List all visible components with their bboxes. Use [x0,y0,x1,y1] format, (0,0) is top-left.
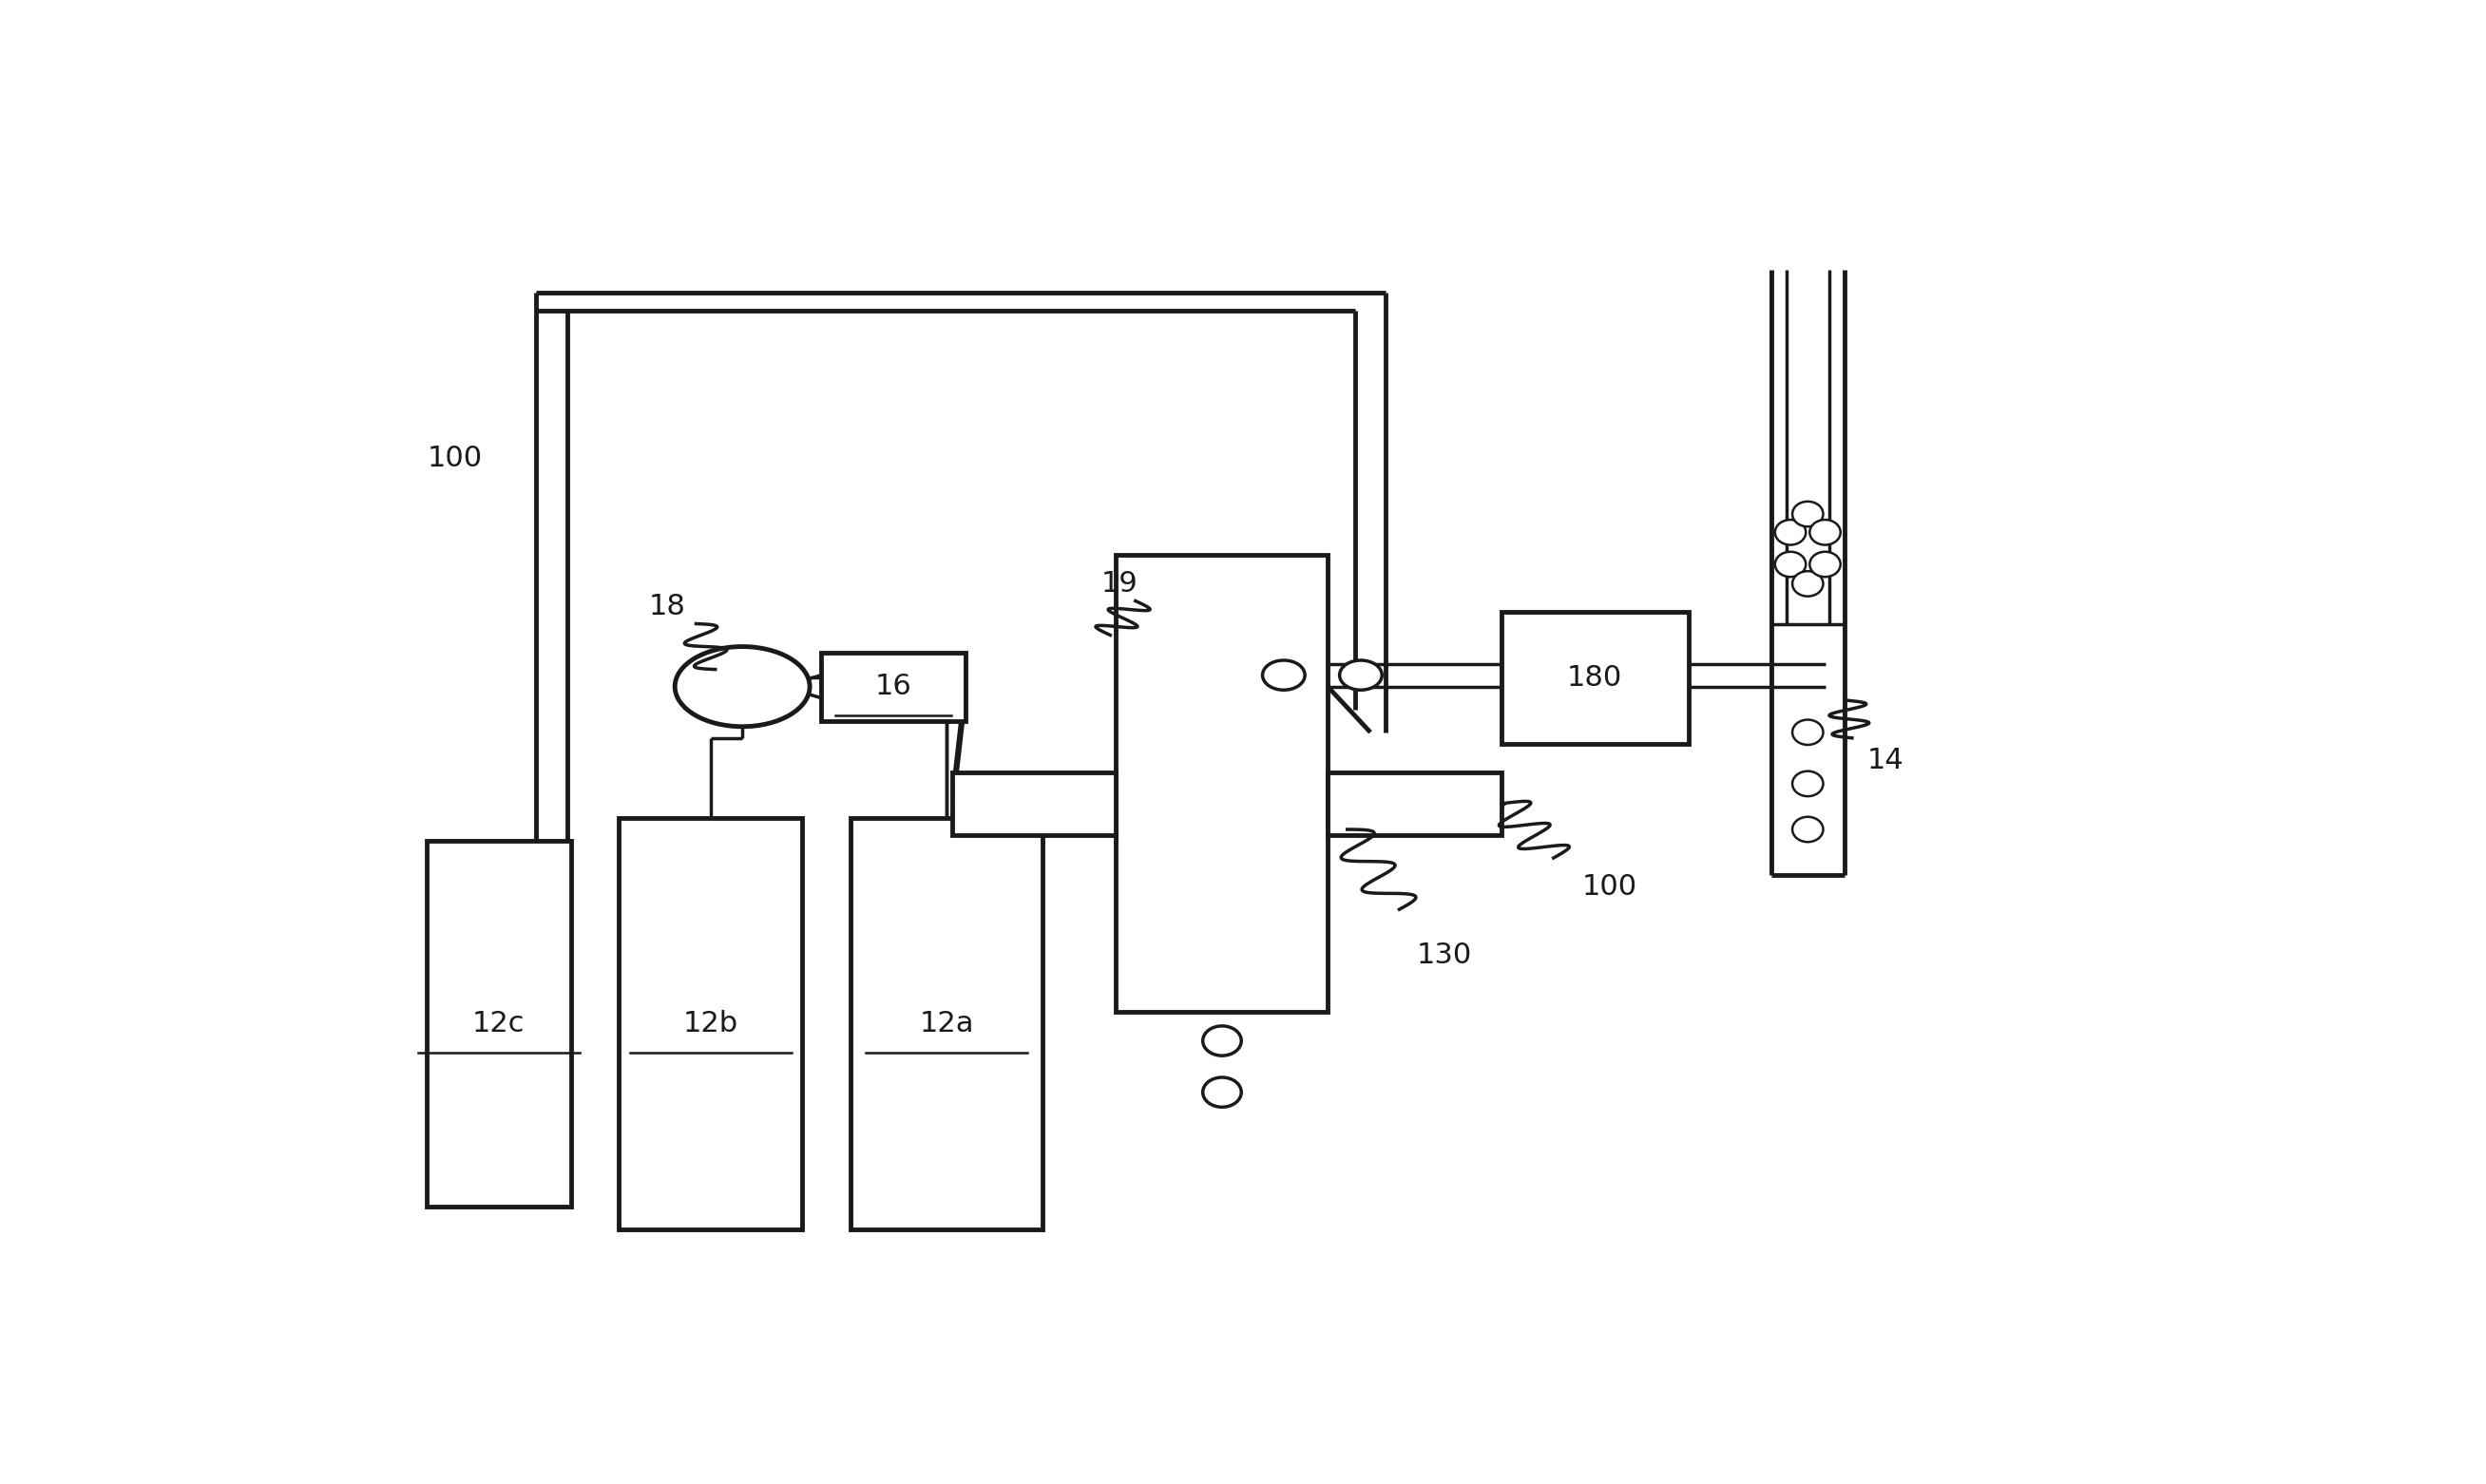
Ellipse shape [1792,816,1822,841]
Bar [428,841,572,1206]
Text: 130: 130 [1417,941,1472,969]
Ellipse shape [1792,772,1822,797]
Text: 12c: 12c [472,1011,525,1037]
Ellipse shape [1263,660,1305,690]
Bar [820,653,967,721]
Bar [1116,555,1328,1012]
Circle shape [674,647,810,727]
Ellipse shape [1810,552,1840,577]
Ellipse shape [1340,660,1382,690]
Bar [1502,613,1688,743]
Text: 14: 14 [1867,746,1904,775]
Text: 100: 100 [428,444,482,472]
Ellipse shape [1775,552,1805,577]
Text: 16: 16 [875,672,912,700]
Text: 100: 100 [1584,873,1638,901]
Ellipse shape [1203,1077,1241,1107]
Text: 19: 19 [1101,570,1139,598]
Text: 12b: 12b [684,1011,738,1037]
Ellipse shape [1810,519,1840,545]
Ellipse shape [1775,519,1805,545]
Ellipse shape [1203,1025,1241,1055]
Bar [952,772,1116,835]
Text: 18: 18 [649,592,686,620]
Text: 180: 180 [1566,665,1623,692]
Text: 12a: 12a [920,1011,975,1037]
Ellipse shape [1792,502,1822,527]
Ellipse shape [1792,720,1822,745]
Bar [1328,772,1502,835]
Bar [850,818,1044,1229]
Bar [619,818,803,1229]
Ellipse shape [1792,571,1822,597]
